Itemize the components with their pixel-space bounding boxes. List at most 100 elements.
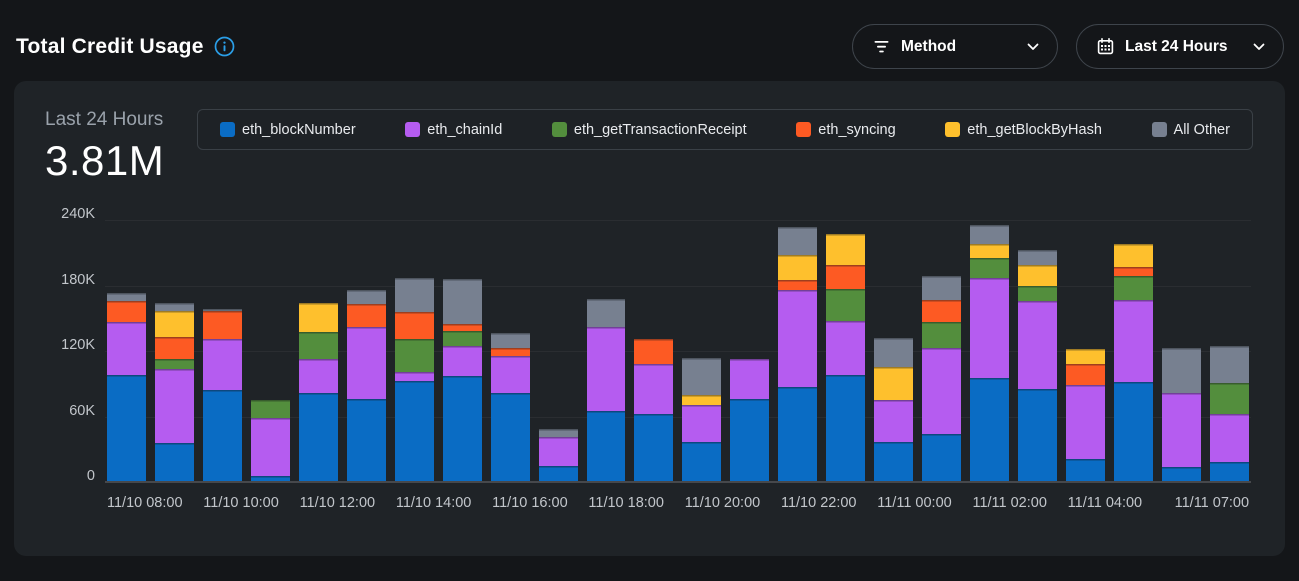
bar-11-10-22-00[interactable]: [778, 226, 818, 481]
credit-usage-chart: 0 60K 120K 180K 240K 11/10 08:00 11/10 10:00 1…: [61, 206, 1251, 511]
bar-11-11-01-00[interactable]: [922, 275, 962, 481]
segment-eth_blockNumber: [538, 465, 578, 481]
bar-11-10-20-00[interactable]: [682, 357, 722, 481]
legend-item-eth_getBlockByHash[interactable]: eth_getBlockByHash: [945, 122, 1102, 138]
y-tick-label: 180K: [61, 271, 95, 288]
bar-11-10-17-00[interactable]: [538, 428, 578, 481]
segment-All Other: [970, 224, 1010, 245]
segment-eth_blockNumber: [346, 399, 386, 481]
x-tick-empty: [1056, 495, 1059, 511]
x-tick-label: 11/10 08:00: [107, 495, 183, 511]
segment-eth_blockNumber: [826, 375, 866, 481]
bar-11-10-21-00[interactable]: [730, 358, 770, 481]
bar-11-10-16-00[interactable]: [490, 332, 530, 481]
segment-eth_blockNumber: [107, 375, 146, 481]
segment-eth_blockNumber: [970, 378, 1010, 481]
bars-container: [105, 221, 1251, 481]
bar-11-10-19-00[interactable]: [634, 339, 674, 481]
segment-eth_getBlockByHash: [1066, 349, 1106, 365]
segment-All Other: [1161, 347, 1201, 393]
segment-All Other: [154, 303, 194, 311]
x-tick-empty: [866, 495, 869, 511]
method-filter-dropdown[interactable]: Method: [852, 24, 1058, 69]
segment-All Other: [1209, 345, 1249, 383]
legend-item-All Other[interactable]: All Other: [1151, 121, 1230, 138]
segment-eth_getBlockByHash: [1018, 264, 1058, 286]
segment-eth_syncing: [1114, 267, 1153, 276]
segment-eth_syncing: [490, 347, 530, 356]
legend-item-eth_getTransactionReceipt[interactable]: eth_getTransactionReceipt: [551, 121, 747, 138]
bar-11-11-04-00[interactable]: [1066, 349, 1106, 481]
x-tick-empty: [1163, 495, 1166, 511]
bar-11-10-10-00[interactable]: [202, 308, 242, 481]
bar-11-10-18-00[interactable]: [586, 298, 626, 481]
x-tick-empty: [1151, 495, 1154, 511]
segment-eth_blockNumber: [922, 434, 962, 481]
x-tick-label: 11/10 22:00: [780, 495, 857, 511]
stat-period-label: Last 24 Hours: [45, 109, 164, 130]
bar-11-11-06-00[interactable]: [1161, 347, 1201, 481]
segment-eth_chainId: [682, 404, 722, 442]
segment-eth_getTransactionReceipt: [970, 258, 1010, 279]
x-tick-label: 11/10 10:00: [203, 495, 279, 511]
segment-eth_blockNumber: [394, 380, 434, 481]
segment-All Other: [538, 428, 578, 438]
segment-eth_chainId: [778, 289, 818, 388]
segment-eth_chainId: [538, 437, 578, 466]
segment-All Other: [874, 337, 914, 368]
x-tick-empty: [192, 495, 195, 511]
segment-eth_chainId: [1066, 385, 1106, 460]
segment-eth_blockNumber: [1114, 381, 1153, 481]
segment-All Other: [778, 226, 818, 256]
legend-swatch: [945, 122, 961, 137]
bar-11-10-09-00[interactable]: [154, 303, 194, 481]
segment-eth_syncing: [346, 304, 386, 328]
calendar-icon: [1097, 38, 1114, 55]
legend-label: eth_getTransactionReceipt: [573, 121, 747, 138]
time-range-dropdown[interactable]: Last 24 Hours: [1076, 24, 1284, 69]
segment-eth_blockNumber: [202, 390, 242, 481]
legend-item-eth_chainId[interactable]: eth_chainId: [405, 122, 502, 138]
bar-11-10-08-00[interactable]: [107, 293, 146, 481]
legend-item-eth_syncing[interactable]: eth_syncing: [796, 122, 896, 138]
info-icon[interactable]: [214, 36, 235, 57]
segment-eth_syncing: [922, 299, 962, 322]
bar-11-10-15-00[interactable]: [442, 279, 482, 481]
x-tick-empty: [769, 495, 772, 511]
legend-label: All Other: [1173, 121, 1230, 138]
bar-11-11-02-00[interactable]: [970, 224, 1010, 481]
segment-eth_chainId: [922, 347, 962, 435]
segment-All Other: [922, 275, 962, 300]
segment-All Other: [682, 357, 722, 395]
chevron-down-icon: [1253, 43, 1265, 51]
segment-eth_chainId: [1114, 299, 1153, 382]
bar-11-10-12-00[interactable]: [298, 303, 338, 481]
bar-11-11-00-00[interactable]: [874, 337, 914, 481]
segment-eth_syncing: [107, 300, 146, 322]
segment-eth_chainId: [154, 368, 194, 443]
segment-eth_getTransactionReceipt: [442, 331, 482, 346]
x-tick-empty: [480, 495, 483, 511]
legend-item-eth_blockNumber[interactable]: eth_blockNumber: [220, 122, 356, 138]
x-axis-labels: 11/10 08:00 11/10 10:00 11/10 12:00 11/10 1…: [105, 495, 1251, 511]
page-title: Total Credit Usage: [16, 34, 204, 58]
legend-label: eth_blockNumber: [242, 121, 356, 138]
bar-11-10-14-00[interactable]: [394, 278, 434, 481]
x-tick-label: 11/10 14:00: [395, 495, 472, 511]
segment-eth_blockNumber: [730, 399, 770, 481]
segment-eth_getBlockByHash: [682, 394, 722, 405]
segment-eth_syncing: [1066, 364, 1106, 386]
bar-11-10-13-00[interactable]: [346, 290, 386, 481]
x-tick-label: 11/11 00:00: [877, 495, 952, 511]
bar-11-10-11-00[interactable]: [250, 400, 290, 481]
segment-eth_chainId: [442, 345, 482, 377]
bar-11-10-23-00[interactable]: [826, 234, 866, 481]
segment-eth_blockNumber: [154, 442, 194, 481]
bar-11-11-05-00[interactable]: [1114, 244, 1153, 481]
segment-eth_chainId: [730, 358, 770, 400]
bar-11-11-03-00[interactable]: [1018, 249, 1058, 481]
segment-eth_blockNumber: [778, 387, 818, 481]
segment-eth_blockNumber: [442, 376, 482, 481]
chart-legend: eth_blockNumber eth_chainId eth_getTransac…: [197, 109, 1253, 150]
bar-11-11-07-00[interactable]: [1209, 345, 1249, 481]
